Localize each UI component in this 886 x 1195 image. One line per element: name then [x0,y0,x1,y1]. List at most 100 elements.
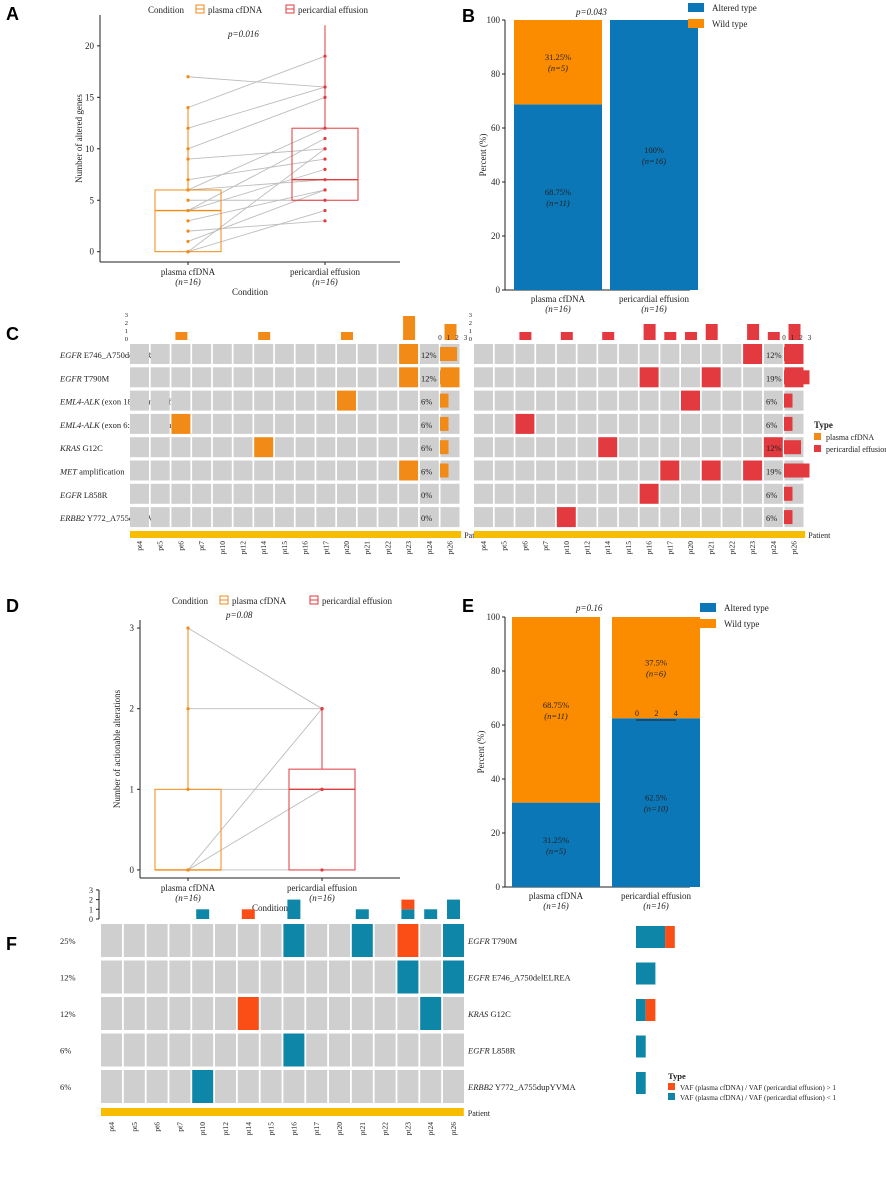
empty-cell [763,483,783,504]
y-axis-label: Percent (%) [476,731,486,774]
bar-segment [610,20,698,290]
p-value: p=0.043 [575,7,607,17]
row-percentage: 12% [766,350,782,360]
data-point [323,198,327,202]
gene-name: EGFR [467,936,491,946]
empty-cell [357,507,377,528]
empty-cell [598,413,618,434]
patient-label: pt14 [259,541,268,555]
empty-cell [237,960,259,994]
empty-cell [215,960,236,994]
mutation-cell [192,1070,214,1103]
bar-segment [612,718,700,887]
mutation-cell [397,924,419,957]
empty-cell [660,367,680,388]
patient-label: pt12 [583,541,592,555]
empty-cell [283,1070,305,1103]
gene-name: MET [59,467,78,477]
top-count-bar [287,899,301,919]
patient-label: pt17 [312,1122,321,1136]
x-axis-label: Condition [232,287,269,297]
row-count-bar [636,926,666,948]
empty-cell [743,390,763,411]
empty-cell [420,960,442,994]
empty-cell [233,460,253,481]
patient-label: pt12 [221,1122,230,1136]
gene-label: EGFR T790M [59,373,110,383]
row-count-bar [636,1072,646,1094]
empty-cell [556,460,576,481]
top-count-bar [602,332,615,340]
right-scale-label: 4 [674,709,678,718]
empty-cell [254,390,274,411]
paired-line [187,127,326,191]
empty-cell [743,483,763,504]
empty-cell [420,924,442,957]
empty-cell [337,367,356,388]
empty-cell [722,344,742,364]
empty-cell [316,390,336,411]
gene-label: EGFR E746_A750delELREA [59,350,164,360]
top-count-bar [403,316,416,340]
empty-cell [329,960,350,994]
gene-name: ERBB2 [59,513,86,523]
empty-cell [763,367,783,388]
empty-cell [536,437,556,458]
right-scale-label: 0 [635,709,639,718]
gene-name: EML4-ALK [59,397,101,407]
patient-label: pt12 [239,541,248,555]
empty-cell [443,1033,464,1067]
empty-cell [598,460,618,481]
empty-cell [598,344,618,364]
y-tick-label: 2 [130,704,135,714]
empty-cell [763,344,783,364]
empty-cell [743,367,763,388]
empty-cell [101,997,122,1030]
data-label: 37.5% [645,658,667,668]
empty-cell [192,460,212,481]
patient-label: pt23 [404,541,413,555]
legend-item: VAF (plasma cfDNA) / VAF (pericardial ef… [680,1094,836,1102]
legend-key [688,3,704,12]
top-count-bar [560,332,573,340]
patient-label: pt4 [135,541,144,551]
empty-cell [316,507,336,528]
empty-cell [374,924,396,957]
gene-name: EML4-ALK [59,420,101,430]
empty-cell [357,344,377,364]
mutation-cell [171,413,191,434]
empty-cell [274,367,294,388]
empty-cell [515,437,535,458]
empty-cell [397,1070,419,1103]
x-tick-label: plasma cfDNA [161,883,216,893]
top-count-bar [424,909,438,919]
empty-cell [337,413,356,434]
data-label-n: (n=11) [544,711,568,721]
empty-cell [274,437,294,458]
mutation-cell [515,413,535,434]
data-point [323,178,327,182]
top-count-bar [747,324,760,340]
empty-cell [618,367,638,388]
empty-cell [123,1070,145,1103]
data-point [320,787,324,791]
patient-label: pt6 [176,541,185,551]
empty-cell [494,460,514,481]
empty-cell [660,483,680,504]
data-label-n: (n=5) [548,63,568,73]
patient-bar [130,531,462,538]
empty-cell [397,997,419,1030]
mutation-cell [254,437,274,458]
patient-bar-label: Patient [468,1109,491,1118]
mutation-cell [283,1033,305,1067]
top-scale-label: 1 [469,328,472,335]
data-label-n: (n=16) [642,156,666,166]
data-point [323,188,327,192]
legend-item: pericardial effusion [322,596,393,606]
y-tick-label: 20 [491,828,501,838]
data-point [323,126,327,130]
gene-variant: E746_A750delELREA [490,973,572,983]
row-percentage: 12% [421,373,437,383]
empty-cell [123,1033,145,1067]
